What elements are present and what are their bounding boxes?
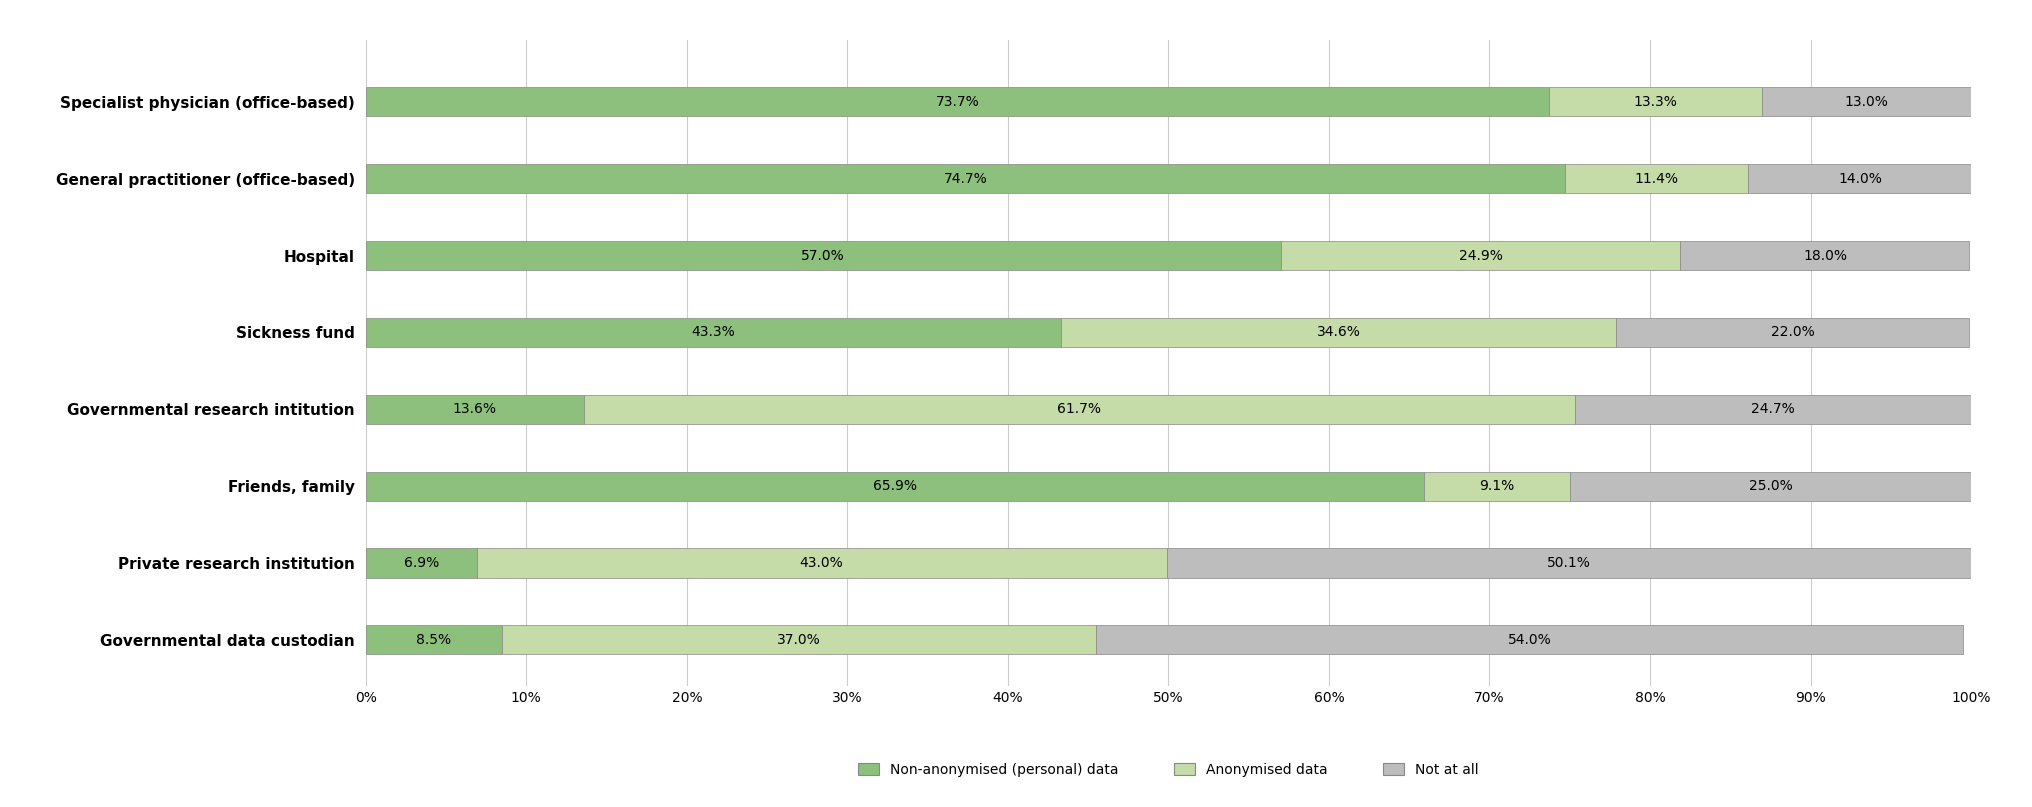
Bar (1424, 471, 1569, 500)
Text: 6.9%: 6.9% (404, 556, 439, 570)
Text: 24.7%: 24.7% (1752, 402, 1794, 416)
Bar (1762, 87, 1971, 116)
Bar (366, 318, 1061, 347)
Bar (366, 164, 1565, 194)
Bar (1569, 471, 1971, 500)
Bar (366, 87, 1548, 116)
Text: 34.6%: 34.6% (1317, 325, 1361, 340)
Legend: Non-anonymised (personal) data, Anonymised data, Not at all: Non-anonymised (personal) data, Anonymis… (853, 757, 1483, 782)
Bar (1095, 625, 1963, 654)
Bar (478, 549, 1166, 578)
Text: 11.4%: 11.4% (1634, 172, 1678, 186)
Text: 61.7%: 61.7% (1057, 402, 1101, 416)
Text: 13.3%: 13.3% (1634, 95, 1678, 109)
Bar (366, 395, 583, 424)
Bar (1061, 318, 1615, 347)
Text: 37.0%: 37.0% (778, 633, 821, 647)
Bar (1166, 549, 1971, 578)
Text: 18.0%: 18.0% (1802, 249, 1847, 262)
Text: 8.5%: 8.5% (417, 633, 451, 647)
Bar (1748, 164, 1973, 194)
Bar (366, 625, 502, 654)
Text: 24.9%: 24.9% (1459, 249, 1502, 262)
Text: 43.0%: 43.0% (801, 556, 843, 570)
Bar (1565, 164, 1748, 194)
Bar (502, 625, 1095, 654)
Text: 14.0%: 14.0% (1839, 172, 1882, 186)
Bar (366, 471, 1424, 500)
Text: 9.1%: 9.1% (1479, 479, 1514, 493)
Text: 13.6%: 13.6% (453, 402, 498, 416)
Text: 43.3%: 43.3% (691, 325, 736, 340)
Bar (1280, 241, 1680, 270)
Bar (1575, 395, 1971, 424)
Text: 22.0%: 22.0% (1772, 325, 1815, 340)
Text: 57.0%: 57.0% (801, 249, 845, 262)
Bar (583, 395, 1575, 424)
Text: 25.0%: 25.0% (1748, 479, 1792, 493)
Bar (1680, 241, 1969, 270)
Text: 13.0%: 13.0% (1845, 95, 1888, 109)
Bar (366, 549, 478, 578)
Text: 74.7%: 74.7% (943, 172, 988, 186)
Text: 50.1%: 50.1% (1546, 556, 1591, 570)
Text: 65.9%: 65.9% (872, 479, 916, 493)
Bar (1548, 87, 1762, 116)
Bar (366, 241, 1280, 270)
Text: 73.7%: 73.7% (935, 95, 979, 109)
Text: 54.0%: 54.0% (1508, 633, 1552, 647)
Bar (1615, 318, 1969, 347)
